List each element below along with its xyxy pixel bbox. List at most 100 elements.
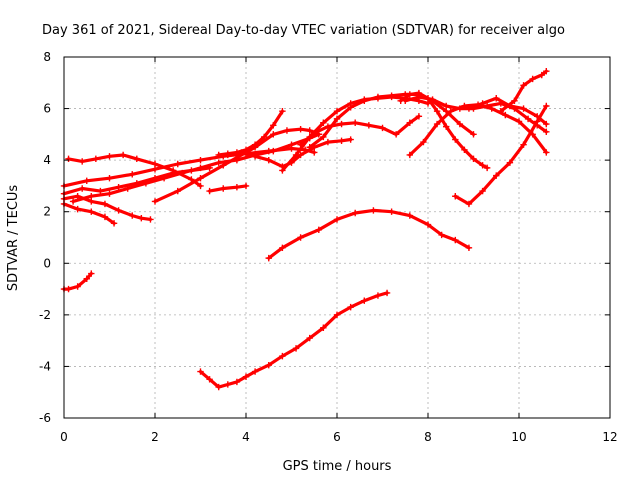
data-point bbox=[320, 119, 327, 126]
series-s4 bbox=[206, 182, 250, 195]
data-point bbox=[83, 177, 90, 184]
data-point bbox=[270, 131, 277, 138]
series-s17 bbox=[397, 89, 491, 172]
data-point bbox=[238, 149, 245, 156]
data-point bbox=[279, 107, 286, 115]
data-point bbox=[520, 141, 527, 148]
data-point bbox=[324, 138, 332, 146]
data-point bbox=[74, 205, 81, 213]
data-point bbox=[197, 156, 204, 164]
data-point bbox=[347, 104, 354, 111]
data-point bbox=[74, 283, 81, 290]
data-point bbox=[529, 75, 536, 83]
data-point bbox=[406, 212, 413, 219]
data-point bbox=[406, 151, 413, 159]
data-point bbox=[406, 119, 413, 126]
y-tick-label: 4 bbox=[43, 153, 51, 167]
data-point bbox=[438, 231, 445, 239]
series-line bbox=[280, 95, 430, 173]
data-point bbox=[197, 174, 204, 182]
data-point bbox=[379, 124, 386, 132]
data-point bbox=[320, 133, 327, 141]
data-point bbox=[352, 119, 359, 126]
data-point bbox=[65, 155, 72, 163]
data-point bbox=[543, 128, 550, 135]
data-point bbox=[543, 102, 550, 110]
data-point bbox=[92, 155, 100, 163]
data-point bbox=[88, 193, 95, 200]
data-point bbox=[174, 160, 181, 168]
data-point bbox=[433, 120, 441, 128]
series-s18 bbox=[402, 93, 550, 135]
data-point bbox=[447, 107, 454, 115]
data-point bbox=[465, 200, 473, 208]
data-point bbox=[333, 107, 341, 115]
data-point bbox=[151, 198, 159, 205]
data-point bbox=[288, 141, 295, 148]
data-point bbox=[224, 381, 231, 388]
data-point bbox=[197, 182, 204, 190]
data-point bbox=[543, 149, 550, 156]
series-line bbox=[208, 184, 248, 193]
data-point bbox=[470, 155, 477, 163]
data-point bbox=[270, 122, 277, 129]
x-tick-label: 8 bbox=[424, 430, 432, 444]
data-point bbox=[511, 97, 518, 105]
data-point bbox=[65, 285, 72, 293]
series-s20 bbox=[452, 102, 550, 208]
data-point bbox=[233, 184, 241, 191]
data-point bbox=[261, 133, 268, 141]
data-point bbox=[333, 115, 341, 123]
data-point bbox=[406, 91, 413, 98]
data-point bbox=[69, 198, 77, 205]
data-point bbox=[493, 95, 500, 102]
data-point bbox=[270, 147, 277, 155]
y-tick-label: 6 bbox=[43, 102, 51, 116]
series-s22 bbox=[497, 67, 550, 115]
x-tick-label: 10 bbox=[511, 430, 526, 444]
data-point bbox=[452, 193, 459, 200]
data-point bbox=[251, 368, 259, 375]
data-point bbox=[465, 244, 473, 252]
axis-ticks: 0 2 4 6 8 10 12 -6 -4 -2 0 2 4 6 8 bbox=[39, 50, 618, 444]
series-s9 bbox=[60, 145, 318, 190]
y-tick-label: -4 bbox=[39, 359, 51, 373]
data-point bbox=[515, 118, 523, 125]
data-point bbox=[383, 289, 391, 297]
y-tick-label: 8 bbox=[43, 50, 51, 64]
data-point bbox=[206, 187, 213, 195]
data-point bbox=[242, 373, 250, 380]
series-line bbox=[198, 291, 389, 389]
data-point bbox=[147, 216, 154, 223]
data-point bbox=[338, 137, 345, 145]
data-point bbox=[338, 120, 345, 128]
data-point bbox=[320, 324, 327, 331]
data-point bbox=[388, 92, 395, 99]
data-point bbox=[179, 169, 186, 177]
data-point bbox=[352, 209, 359, 217]
data-point bbox=[306, 144, 313, 151]
data-point bbox=[124, 185, 131, 192]
data-point bbox=[502, 111, 509, 119]
series-line bbox=[62, 146, 316, 188]
data-point bbox=[215, 151, 222, 159]
data-point bbox=[106, 174, 113, 182]
data-point bbox=[424, 221, 432, 228]
data-point bbox=[392, 131, 400, 138]
y-tick-label: 2 bbox=[43, 205, 51, 219]
series-line bbox=[453, 104, 548, 206]
data-point bbox=[461, 146, 468, 154]
data-point bbox=[479, 187, 486, 195]
data-point bbox=[402, 97, 409, 105]
data-point bbox=[133, 155, 140, 163]
data-point bbox=[265, 254, 272, 262]
data-point bbox=[479, 162, 486, 169]
data-point bbox=[220, 162, 227, 169]
x-axis-label: GPS time / hours bbox=[283, 459, 392, 474]
data-point bbox=[251, 141, 259, 148]
data-point bbox=[493, 172, 500, 179]
series-s7 bbox=[60, 200, 118, 227]
data-point bbox=[129, 212, 136, 219]
x-tick-label: 12 bbox=[602, 430, 617, 444]
